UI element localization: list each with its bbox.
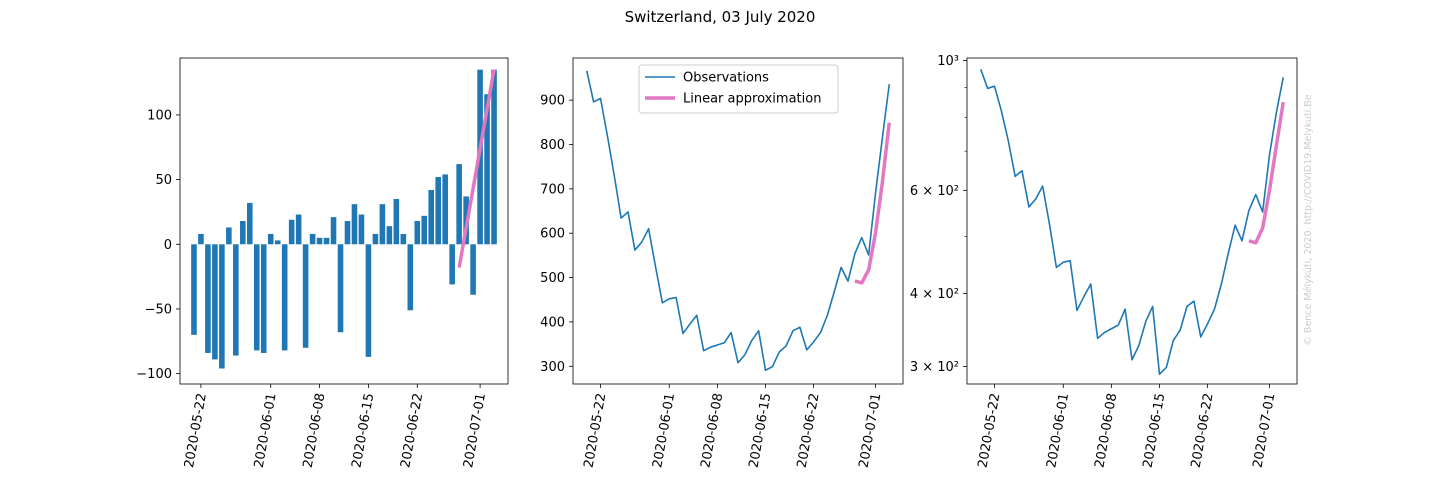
bar	[365, 244, 372, 357]
series-line-linear-approximation	[457, 69, 496, 268]
bar	[253, 244, 260, 351]
bar	[198, 233, 204, 245]
bar	[212, 244, 218, 360]
y-tick-label: 3 × 10²	[910, 360, 959, 375]
series-line-observations	[585, 70, 891, 372]
bar	[358, 214, 365, 245]
bar	[407, 244, 414, 311]
bar	[372, 233, 379, 245]
bar	[191, 244, 197, 335]
bar	[295, 214, 302, 245]
bar	[456, 164, 462, 245]
legend-box	[638, 64, 839, 114]
axes-frame	[572, 57, 904, 385]
series-line-linear-approximation	[854, 122, 891, 285]
x-tick-label: 2020-07-01	[461, 392, 489, 469]
bar	[491, 69, 497, 245]
bar	[226, 227, 232, 245]
y-tick-label: 900	[540, 94, 565, 109]
bar	[442, 174, 448, 245]
bar	[337, 244, 344, 333]
axes-frame	[966, 57, 1298, 385]
x-tick-label: 2020-06-15	[349, 392, 377, 469]
bar	[484, 94, 490, 245]
bar	[247, 202, 253, 245]
series-line-observations	[979, 69, 1285, 376]
x-tick-label: 2020-06-22	[795, 392, 823, 469]
x-tick-label: 2020-06-08	[301, 392, 329, 469]
panel-log-scale: 3 × 10² 4 × 10² 6 × 10² 10³ 2020-05-22 2020-0…	[910, 54, 1298, 469]
x-tick-label: 2020-06-08	[1092, 392, 1120, 469]
x-tick-label: 2020-06-01	[650, 392, 678, 469]
bar	[233, 244, 239, 356]
bar	[240, 221, 246, 245]
y-tick-label: 4 × 10²	[910, 287, 959, 302]
x-tick-label: 2020-06-08	[698, 392, 726, 469]
x-tick-label: 2020-05-22	[582, 392, 610, 469]
y-tick-label: 600	[540, 227, 565, 242]
x-tick-label: 2020-05-22	[976, 392, 1004, 469]
y-tick-label: 500	[540, 271, 565, 286]
y-tick-label: 50	[155, 173, 172, 188]
y-tick-label: 300	[540, 360, 565, 375]
bar	[393, 199, 400, 245]
bar	[414, 221, 421, 245]
bar	[260, 244, 267, 353]
y-tick-label: 0	[164, 238, 172, 253]
y-tick-label: 6 × 10²	[910, 184, 959, 199]
y-tick-label: −100	[136, 367, 172, 382]
bar	[351, 204, 358, 245]
y-tick-label: 400	[540, 315, 565, 330]
bar	[323, 237, 330, 245]
bar	[288, 219, 295, 245]
bar	[400, 233, 407, 245]
bar	[219, 244, 225, 369]
y-tick-label: −50	[145, 302, 172, 317]
bar	[421, 215, 428, 245]
legend: Observations Linear approximation	[638, 64, 839, 114]
bar	[344, 221, 351, 245]
x-tick-label: 2020-06-01	[252, 392, 280, 469]
x-tick-label: 2020-06-22	[1189, 392, 1217, 469]
bar	[470, 244, 476, 295]
x-tick-label: 2020-05-22	[182, 392, 210, 469]
y-tick-label: 100	[147, 108, 172, 123]
axes-frame	[179, 57, 509, 385]
panel-daily-change-bars: −100 −50 0 50 100 2020-05-22 2020-06-01 2020-06…	[136, 57, 509, 469]
bar	[316, 237, 323, 245]
bar	[435, 177, 441, 245]
watermark-text: © Bence Mélykúti, 2020. http://COVID19.M…	[1303, 94, 1314, 345]
x-tick-label: 2020-07-01	[1251, 392, 1279, 469]
y-tick-label: 800	[540, 138, 565, 153]
bar	[379, 204, 386, 245]
legend-label-linear-approximation: Linear approximation	[683, 92, 821, 107]
bar	[330, 217, 337, 245]
bar	[309, 233, 316, 245]
series-line-linear-approximation	[1248, 101, 1285, 245]
x-tick-label: 2020-06-15	[1141, 392, 1169, 469]
bar	[281, 244, 288, 351]
bar	[274, 240, 281, 245]
bar	[449, 244, 455, 285]
bar	[302, 244, 309, 348]
bar	[267, 233, 274, 245]
figure-title: Switzerland, 03 July 2020	[625, 8, 816, 26]
bar	[428, 189, 435, 245]
bar	[205, 244, 211, 353]
panel-linear-scale: 300 400 500 600 700 800 900 2020-05-22 2020-06-0…	[540, 57, 904, 469]
y-tick-label: 10³	[937, 54, 959, 69]
x-tick-label: 2020-06-22	[398, 392, 426, 469]
bar	[386, 226, 393, 245]
x-tick-label: 2020-06-01	[1044, 392, 1072, 469]
x-tick-label: 2020-06-15	[747, 392, 775, 469]
legend-label-observations: Observations	[683, 71, 769, 86]
y-tick-label: 700	[540, 182, 565, 197]
x-tick-label: 2020-07-01	[857, 392, 885, 469]
